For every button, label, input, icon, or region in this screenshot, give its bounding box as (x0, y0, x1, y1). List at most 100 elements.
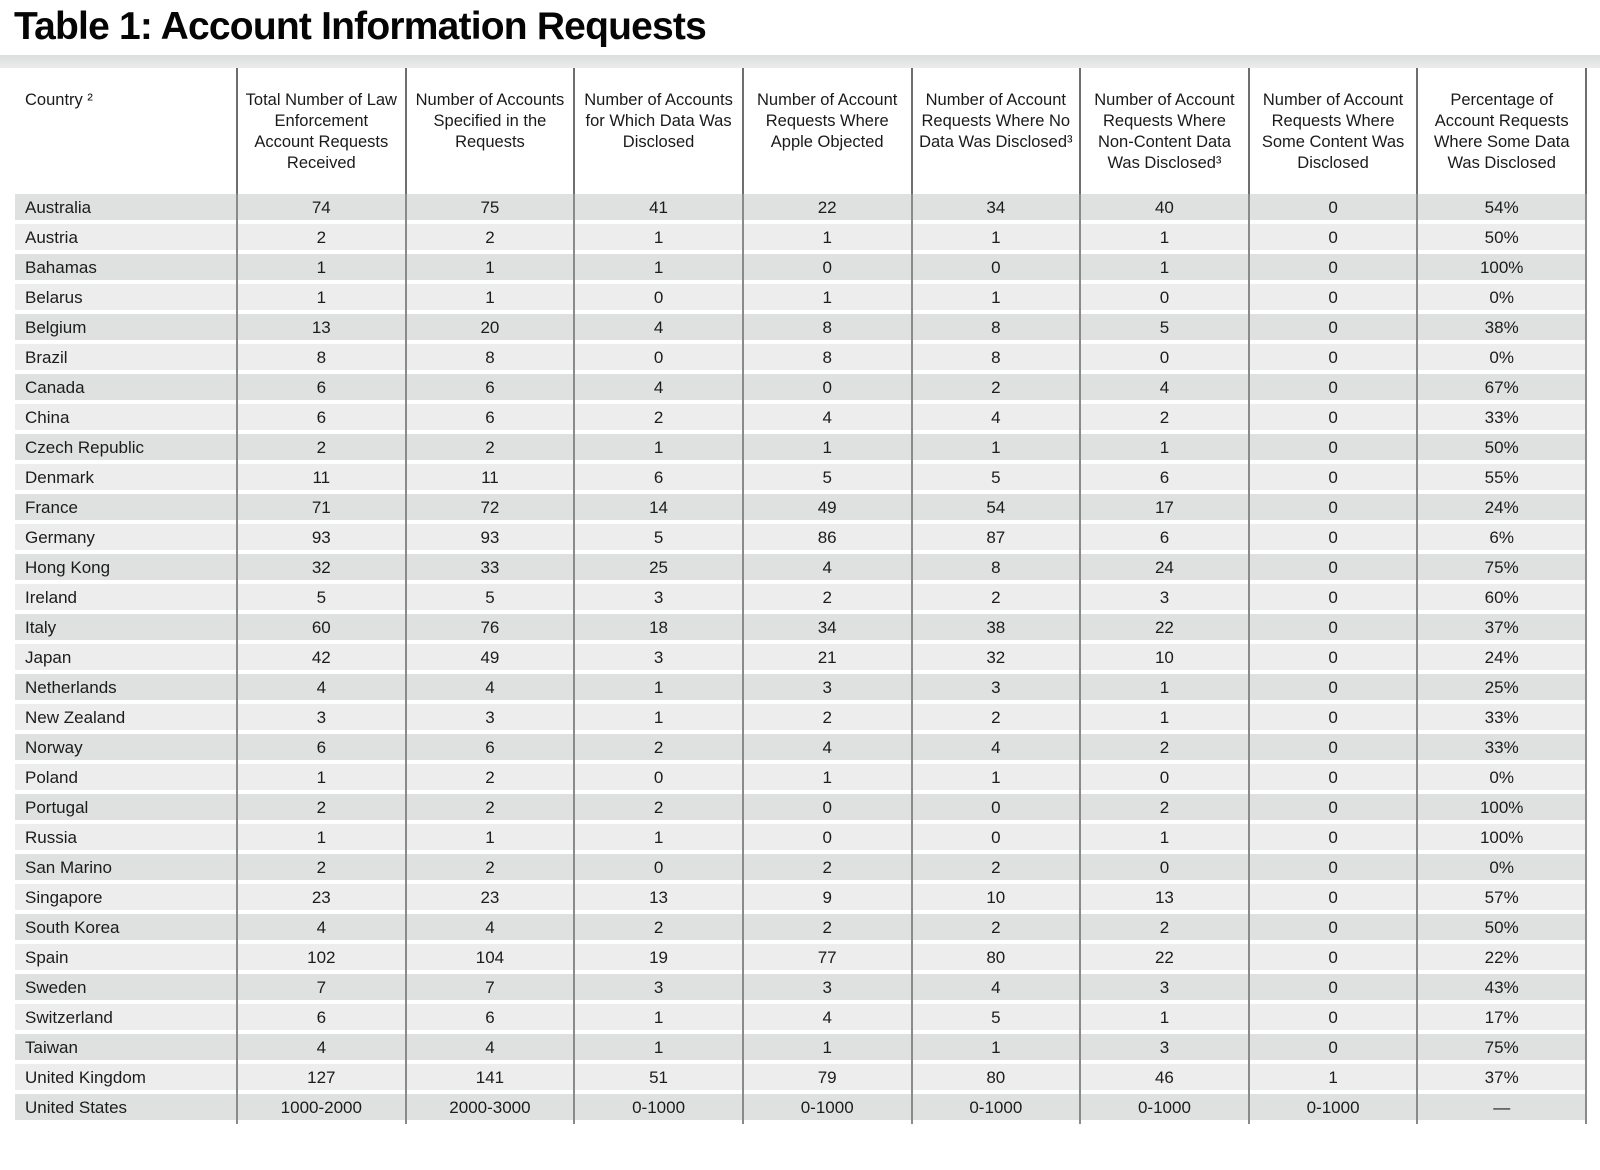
value-cell: 54% (1416, 193, 1587, 224)
country-cell: Portugal (15, 793, 237, 824)
value-cell: 0% (1416, 283, 1587, 314)
value-cell: 76 (404, 613, 575, 644)
value-cell: 0 (1247, 613, 1418, 644)
value-cell: 33% (1416, 703, 1587, 734)
country-cell: United Kingdom (15, 1063, 237, 1094)
value-cell: 38% (1416, 313, 1587, 344)
value-cell: 0 (1247, 343, 1418, 374)
value-cell: 5 (1079, 313, 1249, 344)
value-cell: 0 (910, 793, 1081, 824)
value-cell: 43% (1416, 973, 1587, 1004)
table-row: Denmark 11 11 6 5 5 6 0 55% (15, 463, 1587, 494)
column-header: Number of Account Requests Where Some Co… (1247, 67, 1418, 194)
value-cell: 1 (910, 763, 1081, 794)
country-cell: Ireland (15, 583, 237, 614)
value-cell: 71 (236, 493, 406, 524)
table-row: Brazil 8 8 0 8 8 0 0 0% (15, 343, 1587, 374)
value-cell: 104 (404, 943, 575, 974)
value-cell: 23 (404, 883, 575, 914)
value-cell: 87 (910, 523, 1081, 554)
value-cell: 127 (236, 1063, 406, 1094)
value-cell: 0 (1247, 523, 1418, 554)
value-cell: 1 (741, 1033, 912, 1064)
country-cell: Bahamas (15, 253, 237, 284)
value-cell: 24 (1079, 553, 1249, 584)
value-cell: 1 (573, 823, 743, 854)
value-cell: 25 (573, 553, 743, 584)
value-cell: 6 (404, 1003, 575, 1034)
country-cell: Netherlands (15, 673, 237, 704)
table-row: Belgium 13 20 4 8 8 5 0 38% (15, 313, 1587, 344)
value-cell: 60 (236, 613, 406, 644)
value-cell: 2 (1079, 733, 1249, 764)
country-cell: South Korea (15, 913, 237, 944)
value-cell: 0 (1247, 913, 1418, 944)
value-cell: 1 (573, 673, 743, 704)
value-cell: 8 (910, 313, 1081, 344)
value-cell: 0 (1247, 553, 1418, 584)
table-row: Canada 6 6 4 0 2 4 0 67% (15, 373, 1587, 404)
country-cell: Belarus (15, 283, 237, 314)
value-cell: 2 (404, 223, 575, 254)
value-cell: 55% (1416, 463, 1587, 494)
value-cell: 25% (1416, 673, 1587, 704)
country-cell: Singapore (15, 883, 237, 914)
value-cell: 3 (404, 703, 575, 734)
table-row: Ireland 5 5 3 2 2 3 0 60% (15, 583, 1587, 614)
country-cell: New Zealand (15, 703, 237, 734)
value-cell: 3 (236, 703, 406, 734)
table-row: Austria 2 2 1 1 1 1 0 50% (15, 223, 1587, 254)
value-cell: 0-1000 (1079, 1093, 1249, 1124)
table-row: Spain 102 104 19 77 80 22 0 22% (15, 943, 1587, 974)
column-header: Total Number of Law Enforcement Account … (236, 67, 406, 194)
value-cell: 1 (1079, 433, 1249, 464)
value-cell: 2 (910, 373, 1081, 404)
value-cell: 93 (236, 523, 406, 554)
top-divider-band (0, 54, 1600, 68)
value-cell: 54 (910, 493, 1081, 524)
table-row: Sweden 7 7 3 3 4 3 0 43% (15, 973, 1587, 1004)
value-cell: 1 (573, 433, 743, 464)
value-cell: 1 (404, 283, 575, 314)
table-header: Country ² Total Number of Law Enforcement… (15, 67, 1587, 194)
value-cell: 3 (573, 973, 743, 1004)
country-cell: Switzerland (15, 1003, 237, 1034)
value-cell: 1 (573, 1033, 743, 1064)
value-cell: 2 (1079, 913, 1249, 944)
country-cell: United States (15, 1093, 237, 1124)
value-cell: 18 (573, 613, 743, 644)
value-cell: 8 (741, 313, 912, 344)
value-cell: 0 (1247, 793, 1418, 824)
value-cell: 4 (741, 403, 912, 434)
value-cell: 1 (236, 763, 406, 794)
value-cell: 4 (236, 913, 406, 944)
value-cell: 1 (910, 433, 1081, 464)
value-cell: 20 (404, 313, 575, 344)
value-cell: 22 (741, 193, 912, 224)
value-cell: 80 (910, 943, 1081, 974)
value-cell: 6 (404, 733, 575, 764)
value-cell: 1 (741, 283, 912, 314)
value-cell: 14 (573, 493, 743, 524)
value-cell: 1 (236, 823, 406, 854)
value-cell: 6 (236, 403, 406, 434)
value-cell: 0 (1247, 373, 1418, 404)
value-cell: 8 (236, 343, 406, 374)
value-cell: 1 (1247, 1063, 1418, 1094)
value-cell: 1 (573, 253, 743, 284)
value-cell: 2 (236, 853, 406, 884)
header-row: Country ² Total Number of Law Enforcement… (15, 67, 1587, 194)
value-cell: 4 (1079, 373, 1249, 404)
value-cell: 0 (741, 373, 912, 404)
value-cell: 74 (236, 193, 406, 224)
value-cell: 0 (1079, 763, 1249, 794)
value-cell: 0 (1247, 253, 1418, 284)
value-cell: 8 (404, 343, 575, 374)
value-cell: 3 (741, 973, 912, 1004)
country-cell: San Marino (15, 853, 237, 884)
country-cell: Taiwan (15, 1033, 237, 1064)
value-cell: 6 (573, 463, 743, 494)
value-cell: 0 (1247, 1003, 1418, 1034)
value-cell: 0 (741, 253, 912, 284)
value-cell: 38 (910, 613, 1081, 644)
